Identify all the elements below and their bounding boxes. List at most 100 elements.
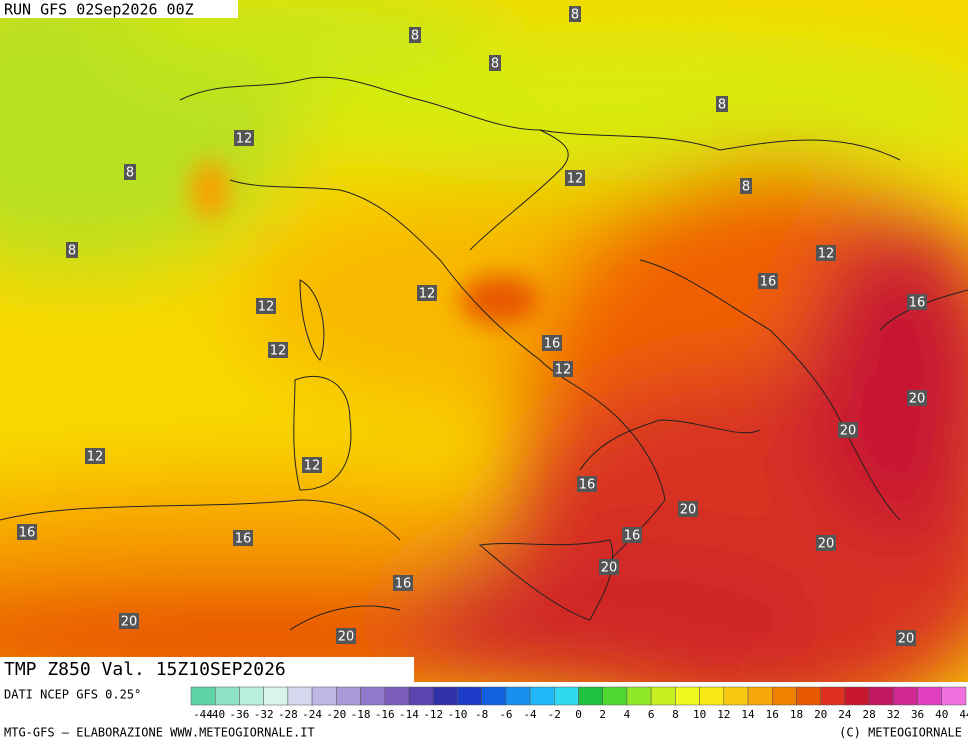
contour-label: 16 (235, 532, 252, 547)
title-box (0, 657, 414, 682)
colorbar-label: -20 (326, 708, 346, 721)
colorbar-swatch (941, 686, 967, 706)
contour-label-box (907, 390, 927, 406)
colorbar-label: -2 (548, 708, 561, 721)
contour-label-box (336, 628, 356, 644)
colorbar-label: -6 (499, 708, 512, 721)
contour-label: 16 (395, 577, 412, 592)
colorbar-label: 10 (693, 708, 706, 721)
contour-label-box (256, 298, 276, 314)
colorbar-swatch (917, 686, 943, 706)
colorbar-swatch (772, 686, 797, 706)
footer-left: MTG-GFS – ELABORAZIONE WWW.METEOGIORNALE… (4, 726, 315, 740)
colorbar-swatch (554, 686, 579, 706)
contour-label-box (577, 476, 597, 492)
contour-labels: 8 8 8 8 12 8 12 8 8 12 16 12 12 16 12 16 12 20 20 12 12 16 20 1… (17, 6, 927, 647)
contour-label: 12 (555, 363, 572, 378)
header: RUN GFS 02Sep2026 00Z (4, 1, 194, 19)
title: TMP Z850 Val. 15Z10SEP2026 (4, 659, 286, 680)
contour-label-box (489, 55, 501, 71)
colorbar-label: 0 (575, 708, 582, 721)
colorbar-label: 36 (911, 708, 924, 721)
colorbar-label: -24 (302, 708, 322, 721)
contour-label-box (302, 457, 322, 473)
colorbar-swatch (723, 686, 749, 706)
contour-label-box (816, 245, 836, 261)
contour-label: 8 (718, 98, 726, 113)
contour-label: 20 (121, 615, 138, 630)
contour-label-box (393, 575, 413, 591)
contour-label-box (622, 527, 642, 543)
contour-label-box (896, 630, 916, 646)
contour-label-box (565, 170, 585, 186)
contour-label-box (17, 524, 37, 540)
colorbar-label: 24 (838, 708, 852, 721)
colorbar-label: -10 (447, 708, 467, 721)
colorbar-label: 18 (790, 708, 803, 721)
contour-label-box (85, 448, 105, 464)
contour-label: 16 (579, 478, 596, 493)
colorbar-swatch (893, 686, 918, 706)
contour-label-box (740, 178, 752, 194)
colorbar-label: -14 (399, 708, 419, 721)
contour-label-box (417, 285, 437, 301)
contour-label-box (599, 559, 619, 575)
colorbar-label: 12 (717, 708, 730, 721)
contour-label-box (119, 613, 139, 629)
colorbar-swatch (457, 686, 482, 706)
contour-label: 8 (742, 180, 750, 195)
contour-label: 12 (270, 344, 287, 359)
colorbar-swatch (650, 686, 676, 706)
contour-label: 12 (258, 300, 275, 315)
colorbar-swatch (384, 686, 410, 706)
contour-label-box (678, 501, 698, 517)
contour-label: 12 (567, 172, 584, 187)
contour-label-box (816, 535, 836, 551)
contour-label: 16 (760, 275, 777, 290)
colorbar-label: -28 (278, 708, 298, 721)
contour-label: 12 (818, 247, 835, 262)
header-box (0, 0, 238, 18)
colorbar-swatch (844, 686, 870, 706)
colorbar-swatch (214, 686, 240, 706)
contour-label-box (907, 294, 927, 310)
colorbar-label: -12 (423, 708, 443, 721)
contour-label: 20 (818, 537, 835, 552)
contour-label: 8 (68, 244, 76, 259)
colorbar-swatch (432, 686, 458, 706)
colorbar-swatch (505, 686, 531, 706)
colorbar-swatch (360, 686, 385, 706)
colorbar-swatch (408, 686, 434, 706)
colorbar-label: -32 (254, 708, 274, 721)
contour-label-box (553, 361, 573, 377)
contour-label-box (233, 530, 253, 546)
contour-label: 8 (411, 29, 419, 44)
coastlines (0, 76, 968, 631)
colorbar-label: -16 (375, 708, 395, 721)
colorbar-label: 44 (959, 708, 968, 721)
colorbar-swatch (311, 686, 337, 706)
colorbar-swatch (675, 686, 700, 706)
colorbar-label: 4 (624, 708, 631, 721)
contour-label: 8 (491, 57, 499, 72)
colorbar-label: -4 (523, 708, 537, 721)
contour-label-box (409, 27, 421, 43)
colorbar-swatch (868, 686, 894, 706)
colorbar-label: 6 (648, 708, 655, 721)
contour-label: 20 (680, 503, 697, 518)
colorbar-label: 2 (599, 708, 606, 721)
colorbar-swatch (239, 686, 264, 706)
contour-label-box (124, 164, 136, 180)
contour-label-box (569, 6, 581, 22)
colorbar-label: -18 (351, 708, 371, 721)
colorbar-swatch (747, 686, 773, 706)
contour-label: 20 (909, 392, 926, 407)
contour-label: 12 (419, 287, 436, 302)
colorbar-label: -36 (230, 708, 250, 721)
contour-label: 20 (840, 424, 857, 439)
contour-label-box (268, 342, 288, 358)
colorbar-label: -44 (193, 708, 213, 721)
contour-label-box (542, 335, 562, 351)
colorbar-swatch (287, 686, 313, 706)
